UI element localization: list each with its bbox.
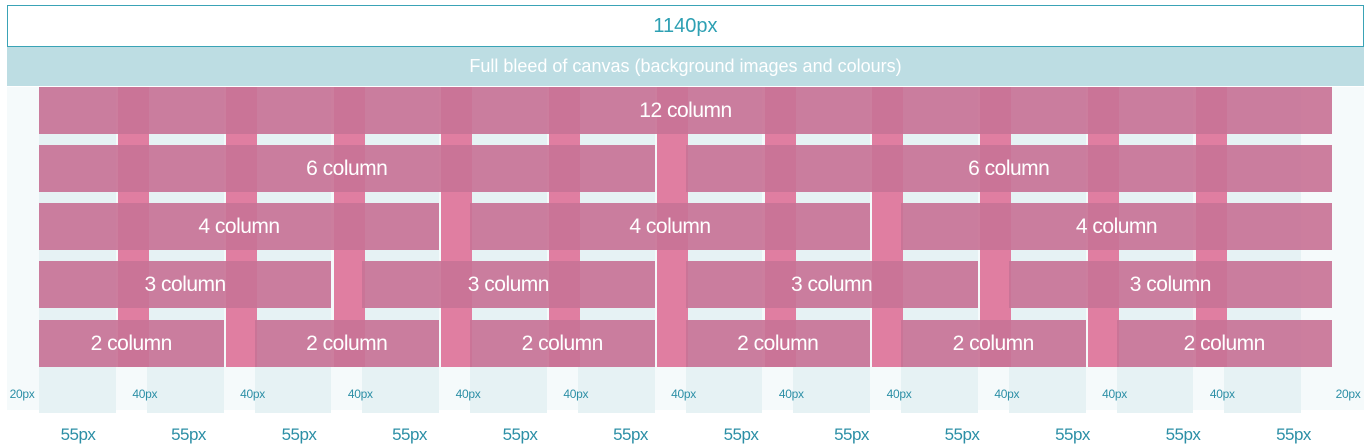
span-bar-label: 4 column — [1075, 214, 1158, 238]
span-bar-label: 6 column — [306, 156, 388, 180]
span-bar-label: 3 column — [1129, 272, 1212, 296]
column-width-label: 55px — [60, 425, 96, 444]
span-bar: 3 column — [1008, 261, 1332, 308]
span-bar: 3 column — [39, 261, 332, 308]
column-width-label: 55px — [1165, 425, 1201, 444]
gutter-width-label: 40px — [671, 387, 696, 401]
column-width-label: 55px — [723, 425, 759, 444]
span-bar: 4 column — [901, 203, 1332, 250]
span-bar-label: 2 column — [521, 331, 604, 355]
column-width-label: 55px — [1055, 425, 1090, 444]
full-bleed-band: Full bleed of canvas (background images … — [7, 47, 1364, 86]
gutter-width-label: 40px — [778, 387, 804, 401]
span-bar-label: 12 column — [639, 98, 732, 122]
column-width-label: 55px — [944, 425, 980, 444]
span-bar-label: 3 column — [791, 272, 873, 296]
span-bar-label: 4 column — [198, 214, 280, 238]
span-bar-label: 3 column — [467, 272, 550, 296]
column-width-label: 55px — [613, 425, 648, 444]
full-bleed-label: Full bleed of canvas (background images … — [469, 56, 902, 76]
span-bar: 2 column — [1116, 320, 1332, 367]
gutter-width-label: 40px — [347, 387, 373, 401]
gutter-width-label: 40px — [994, 387, 1020, 401]
span-bar-label: 2 column — [306, 331, 388, 355]
span-bar: 2 column — [470, 320, 655, 367]
gutter-width-label: 40px — [455, 387, 481, 401]
span-bar: 12 column — [39, 87, 1332, 134]
span-bar: 2 column — [39, 320, 224, 367]
span-bar-label: 2 column — [1183, 331, 1266, 355]
span-bar-label: 2 column — [737, 331, 819, 355]
span-bar-label: 6 column — [968, 156, 1050, 180]
column-width-label: 55px — [502, 425, 538, 444]
container-width-box: 1140px — [7, 5, 1364, 47]
span-bar: 4 column — [470, 203, 870, 250]
span-bar: 3 column — [362, 261, 655, 308]
span-bar: 2 column — [901, 320, 1086, 367]
column-width-label: 55px — [392, 425, 427, 444]
gutter-width-label: 20px — [9, 387, 35, 401]
span-bar: 6 column — [39, 145, 655, 192]
gutter-width-label: 40px — [1209, 387, 1235, 401]
span-bar: 2 column — [254, 320, 439, 367]
container-width-label: 1140px — [653, 14, 718, 37]
column-width-label: 55px — [1276, 425, 1311, 444]
gutter-width-label: 40px — [563, 387, 589, 401]
span-bar: 4 column — [39, 203, 439, 250]
span-bar-label: 4 column — [629, 214, 711, 238]
column-width-label: 55px — [171, 425, 206, 444]
span-bar-label: 3 column — [144, 272, 227, 296]
span-bar-label: 2 column — [952, 331, 1035, 355]
gutter-width-label: 40px — [240, 387, 265, 401]
gutter-width-label: 20px — [1335, 387, 1361, 401]
span-bar: 6 column — [685, 145, 1332, 192]
gutter-width-label: 40px — [886, 387, 912, 401]
gutter-width-label: 40px — [132, 387, 158, 401]
span-bar: 3 column — [685, 261, 978, 308]
span-bar-label: 2 column — [90, 331, 173, 355]
span-bar: 2 column — [685, 320, 870, 367]
column-width-label: 55px — [281, 425, 317, 444]
column-width-label: 55px — [834, 425, 869, 444]
gutter-width-label: 40px — [1102, 387, 1127, 401]
